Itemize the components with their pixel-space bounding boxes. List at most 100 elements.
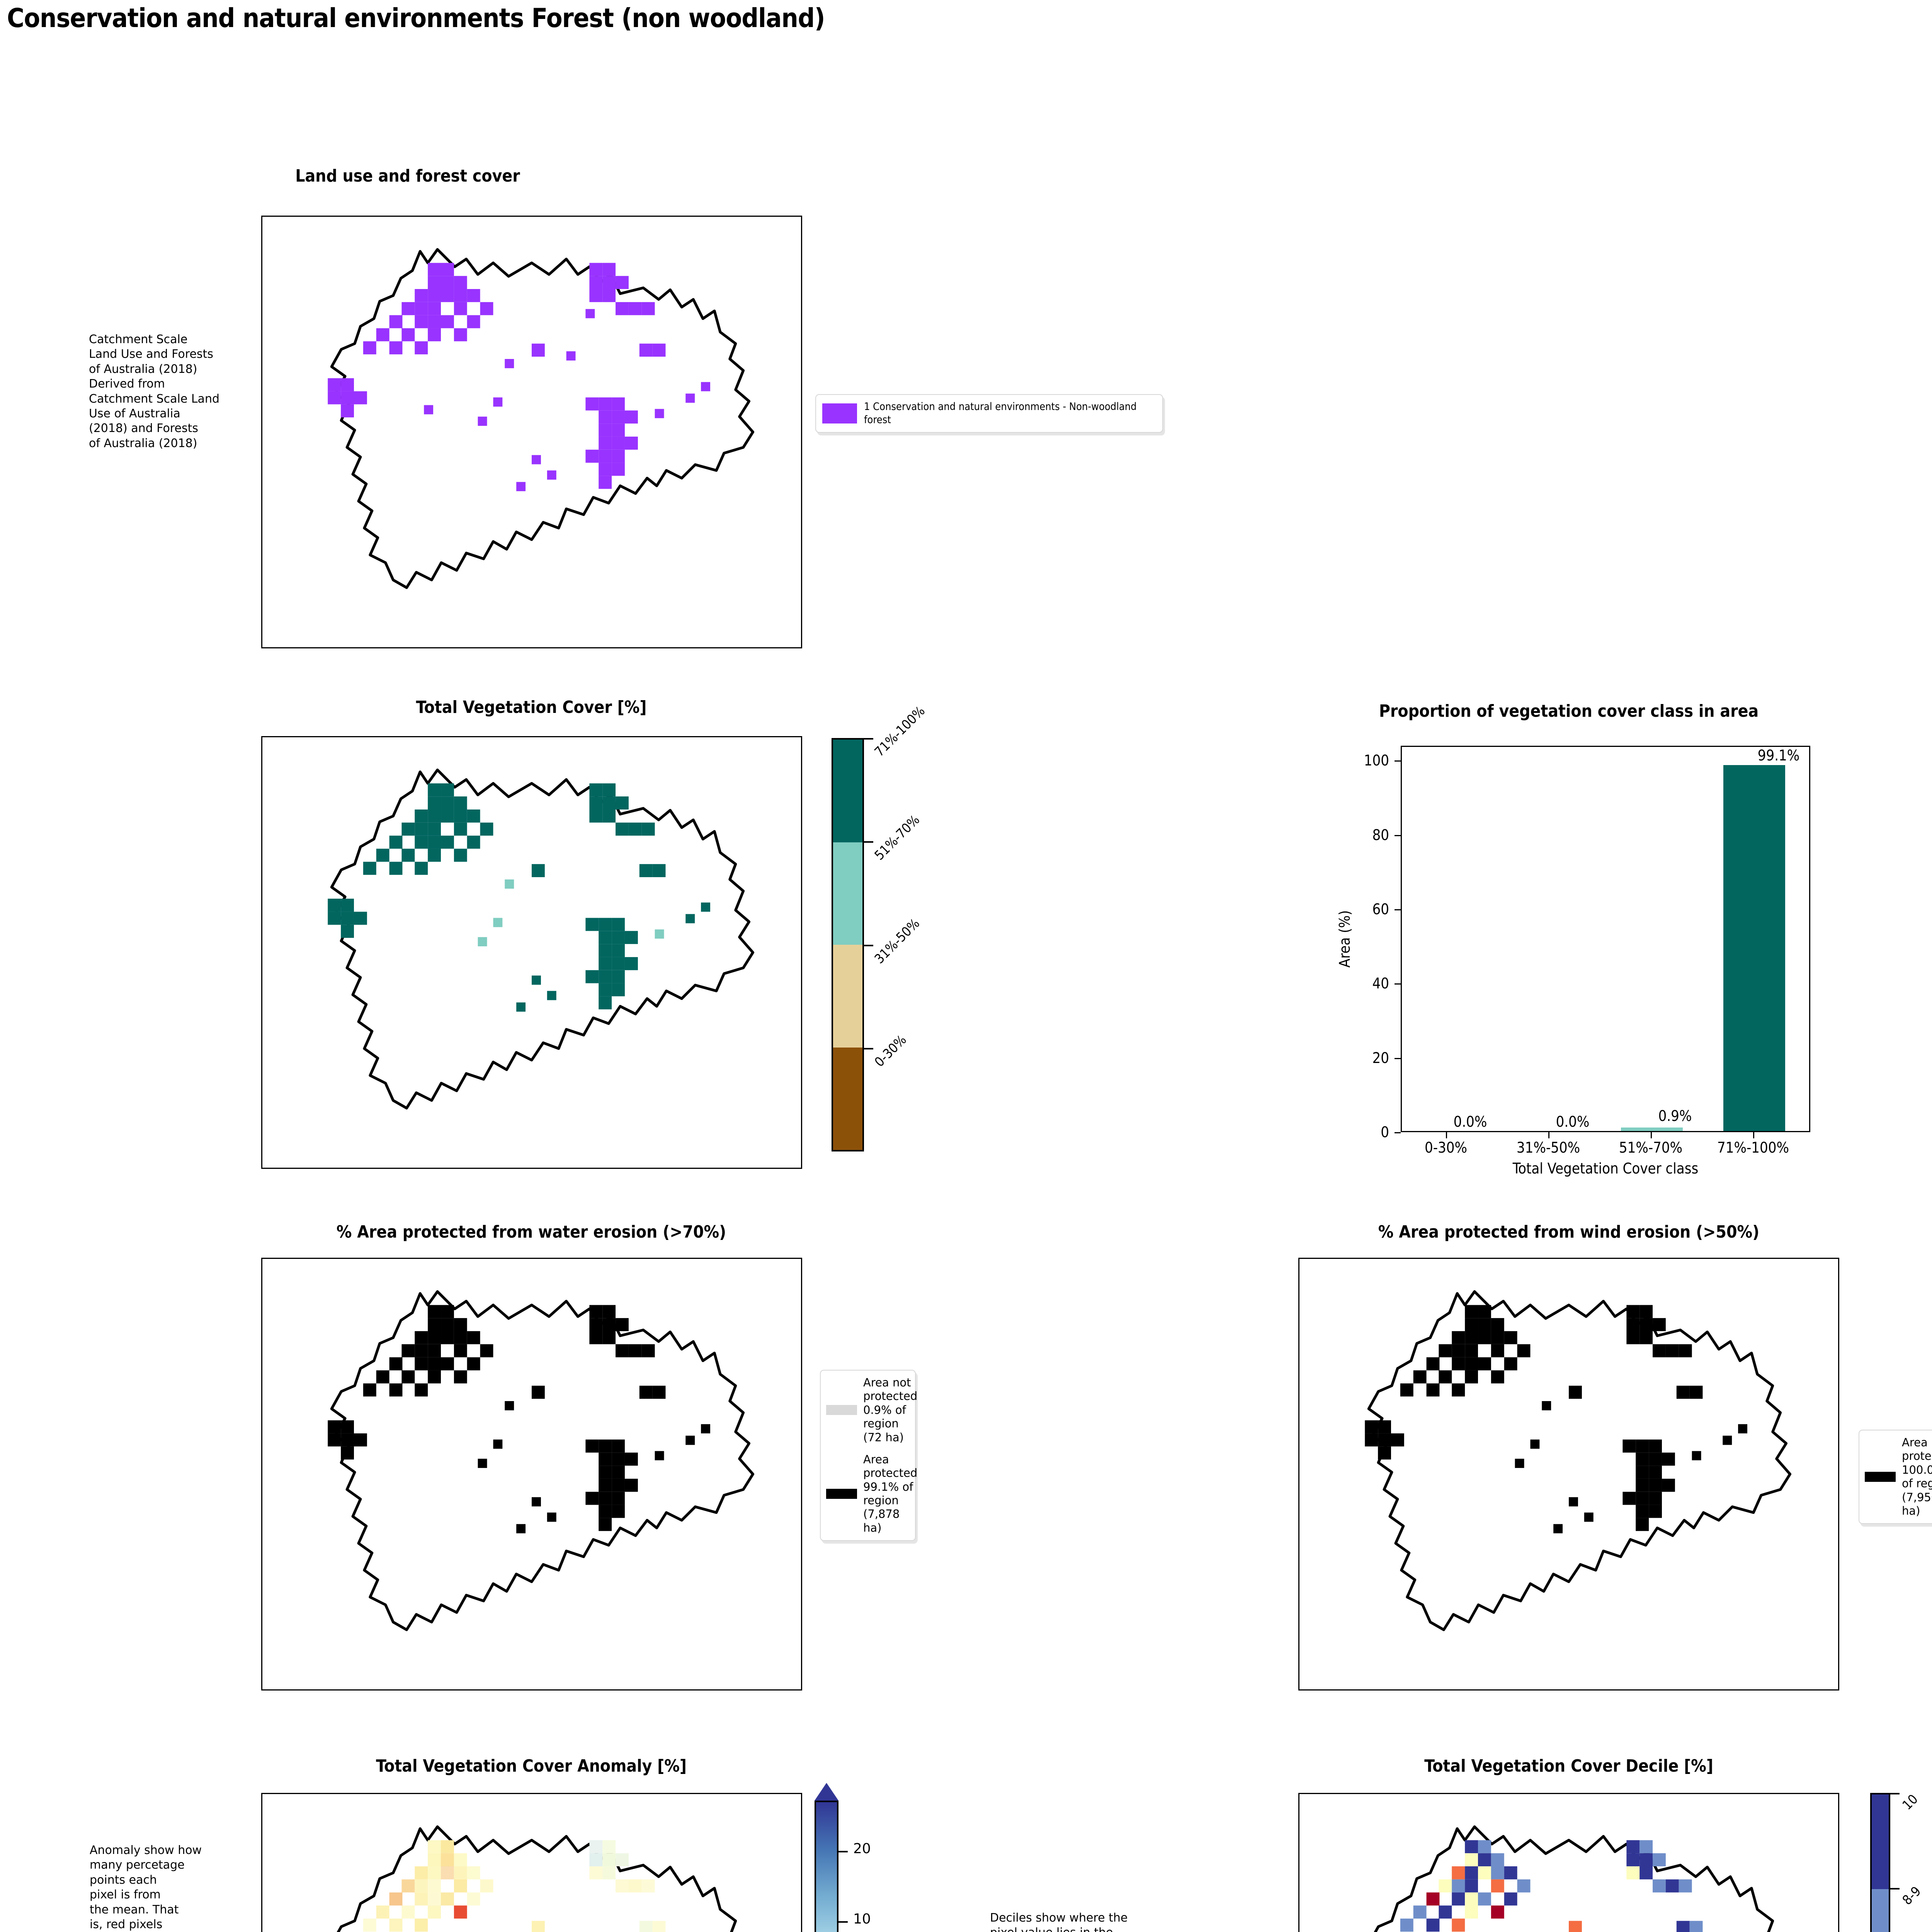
bar-71-100[interactable] <box>1723 765 1785 1131</box>
xtick-label-31-50: 31%-50% <box>1516 1139 1580 1156</box>
protected-swatch-icon <box>826 1489 857 1499</box>
cbar-tick <box>864 1048 873 1049</box>
ytick-mark <box>1395 983 1401 985</box>
wind-erosion-map[interactable] <box>1298 1258 1839 1690</box>
water-erosion-protected-pixels <box>328 1305 711 1534</box>
chart-xaxis-label: Total Vegetation Cover class <box>1512 1160 1699 1177</box>
xtick-mark <box>1548 1132 1549 1138</box>
cbar-tick <box>864 738 873 740</box>
water-erosion-map[interactable] <box>261 1258 802 1690</box>
ytick-label-100: 100 <box>1364 752 1389 769</box>
cbar-tick <box>1890 1793 1900 1794</box>
landuse-forest-pixels <box>328 263 711 492</box>
proportion-chart-plot-area: 0.0% 0.0% 0.9% 99.1% <box>1401 746 1810 1132</box>
xtick-label-51-70: 51%-70% <box>1619 1139 1683 1156</box>
anomaly-map-svg <box>337 1825 737 1932</box>
landuse-legend-swatch-icon <box>822 403 857 424</box>
decile-colorbar-seg-10 <box>1872 1794 1889 1889</box>
anomaly-colorbar-gradient <box>815 1801 838 1932</box>
legend-item-protected[interactable]: Area protected 99.1% of region (7,878 ha… <box>826 1453 917 1535</box>
landuse-map[interactable] <box>261 216 802 648</box>
anomaly-colorbar[interactable]: 20 10 0 −10 −20 <box>815 1783 871 1932</box>
decile-colorbar[interactable]: 10 8-9 4-7 2-3 1 <box>1870 1791 1924 1932</box>
protected-swatch-icon <box>1865 1472 1896 1482</box>
landuse-legend[interactable]: 1 Conservation and natural environments … <box>815 394 1163 433</box>
anomaly-colorbar-label-10: 10 <box>853 1911 871 1927</box>
decile-map[interactable] <box>1298 1793 1839 1932</box>
proportion-chart-title: Proportion of vegetation cover class in … <box>1379 701 1759 721</box>
decile-pixels <box>1400 1840 1703 1932</box>
ytick-label-20: 20 <box>1372 1049 1389 1066</box>
vegcover-colorbar-seg-0-30 <box>833 1047 862 1150</box>
decile-panel-title: Total Vegetation Cover Decile [%] <box>1424 1756 1713 1776</box>
vegcover-panel-title: Total Vegetation Cover [%] <box>416 697 647 717</box>
page-title: Conservation and natural environments Fo… <box>7 3 825 34</box>
anomaly-map[interactable] <box>261 1793 802 1932</box>
xtick-label-71-100: 71%-100% <box>1717 1139 1789 1156</box>
cbar-tick <box>1890 1888 1900 1889</box>
cbar-tick <box>864 945 873 946</box>
proportion-chart[interactable]: 0.0% 0.0% 0.9% 99.1% 0 20 40 60 80 100 0… <box>1229 746 1847 1179</box>
water-erosion-legend-label-not-protected: Area not protected 0.9% of region (72 ha… <box>863 1376 918 1444</box>
landuse-legend-label: 1 Conservation and natural environments … <box>864 401 1137 426</box>
water-erosion-map-svg <box>328 1290 755 1631</box>
vegcover-map[interactable] <box>261 736 802 1169</box>
vegcover-map-svg <box>328 769 755 1110</box>
ytick-label-60: 60 <box>1372 901 1389 918</box>
landuse-panel-title: Land use and forest cover <box>295 166 520 186</box>
bar-value-label-31-50: 0.0% <box>1556 1113 1590 1130</box>
chart-yaxis-label: Area (%) <box>1336 910 1353 968</box>
anomaly-colorbar-label-20: 20 <box>853 1841 871 1857</box>
anomaly-pixels <box>363 1840 666 1932</box>
xtick-mark <box>1651 1132 1652 1138</box>
decile-map-svg <box>1374 1825 1774 1932</box>
vegcover-colorbar-seg-71-100 <box>833 740 862 842</box>
wind-erosion-panel-title: % Area protected from wind erosion (>50%… <box>1378 1222 1760 1242</box>
water-erosion-legend-label-protected: Area protected 99.1% of region (7,878 ha… <box>863 1452 918 1534</box>
landuse-source-note: Catchment Scale Land Use and Forests of … <box>89 333 219 450</box>
xtick-label-0-30: 0-30% <box>1424 1139 1468 1156</box>
vegcover-pixels-71-100 <box>328 783 711 1012</box>
vegcover-colorbar-label-0-30: 0-30% <box>871 1032 910 1070</box>
ytick-mark <box>1395 1058 1401 1059</box>
landuse-map-svg <box>328 248 755 589</box>
not-protected-swatch-icon <box>826 1405 857 1415</box>
decile-colorbar-seg-8-9 <box>1872 1889 1889 1932</box>
bar-value-label-51-70: 0.9% <box>1658 1107 1692 1125</box>
bar-value-label-71-100: 99.1% <box>1757 747 1800 764</box>
ytick-mark <box>1395 835 1401 836</box>
cbar-tick <box>838 1851 848 1852</box>
decile-explanation-note: Deciles show where the pixel value lies … <box>990 1911 1128 1932</box>
vegcover-colorbar-label-51-70: 51%-70% <box>871 812 923 864</box>
wind-erosion-protected-pixels <box>1365 1305 1748 1534</box>
water-erosion-legend[interactable]: Area not protected 0.9% of region (72 ha… <box>820 1370 917 1541</box>
vegcover-colorbar-label-31-50: 31%-50% <box>871 915 923 967</box>
ytick-mark <box>1395 760 1401 762</box>
vegcover-pixels-51-70 <box>478 879 664 947</box>
catchment-boundary-outline <box>330 248 755 589</box>
ytick-label-80: 80 <box>1372 827 1389 844</box>
water-erosion-panel-title: % Area protected from water erosion (>70… <box>336 1222 726 1242</box>
decile-colorbar-label-10: 10 <box>1899 1791 1921 1813</box>
wind-erosion-legend-label-protected: Area protected 100.0% of region (7,950 h… <box>1902 1436 1932 1517</box>
ytick-label-40: 40 <box>1372 975 1389 992</box>
bar-value-label-0-30: 0.0% <box>1453 1113 1487 1130</box>
anomaly-panel-title: Total Vegetation Cover Anomaly [%] <box>376 1756 687 1776</box>
bar-51-70[interactable] <box>1621 1128 1683 1131</box>
legend-item-protected[interactable]: Area protected 100.0% of region (7,950 h… <box>1865 1436 1932 1518</box>
wind-erosion-map-svg <box>1365 1290 1792 1631</box>
legend-item-not-protected[interactable]: Area not protected 0.9% of region (72 ha… <box>826 1376 917 1444</box>
wind-erosion-legend[interactable]: Area protected 100.0% of region (7,950 h… <box>1859 1430 1932 1524</box>
ytick-label-0: 0 <box>1381 1124 1389 1141</box>
vegcover-colorbar-seg-51-70 <box>833 842 862 945</box>
vegcover-colorbar-label-71-100: 71%-100% <box>871 703 928 760</box>
xtick-mark <box>1753 1132 1754 1138</box>
anomaly-explanation-note: Anomaly show how many percetage points e… <box>90 1844 202 1931</box>
decile-colorbar-label-8-9: 8-9 <box>1899 1883 1924 1908</box>
cbar-tick <box>864 841 873 843</box>
xtick-mark <box>1446 1132 1447 1138</box>
anomaly-colorbar-top-arrow-icon <box>815 1783 838 1801</box>
ytick-mark <box>1395 1132 1401 1133</box>
vegcover-colorbar-seg-31-50 <box>833 945 862 1048</box>
vegcover-colorbar[interactable]: 71%-100% 51%-70% 31%-50% 0-30% <box>832 703 928 1151</box>
